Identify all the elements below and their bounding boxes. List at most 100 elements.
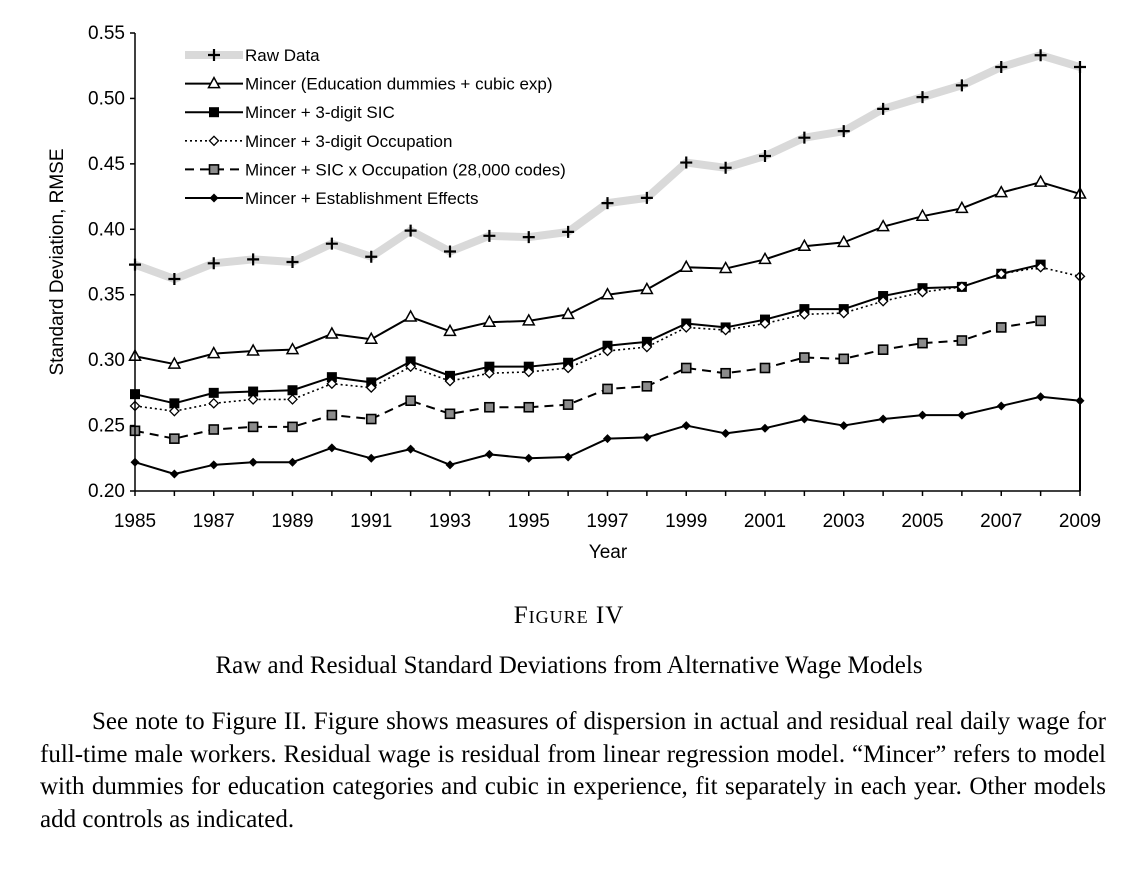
- data-point-1995: [524, 453, 534, 463]
- data-point-1996: [563, 452, 573, 462]
- legend-swatch-marker: [208, 49, 220, 61]
- data-point-2000: [719, 161, 732, 174]
- data-point-2003: [839, 421, 849, 431]
- data-point-1986: [169, 433, 180, 444]
- data-point-1992: [403, 309, 418, 322]
- data-point-1991: [364, 331, 379, 344]
- data-point-1999: [680, 362, 692, 374]
- data-point-2002: [799, 414, 809, 424]
- x-axis-label: Year: [589, 542, 628, 563]
- data-point-2002: [798, 308, 810, 320]
- legend-item-mincer-establishment-effects: Mincer + Establishment Effects: [185, 189, 479, 208]
- data-point-1997: [601, 197, 614, 210]
- series-raw-data: [129, 49, 1086, 286]
- x-tick-label: 1989: [271, 511, 313, 532]
- data-point-2004: [877, 344, 889, 355]
- data-point-1989: [285, 342, 300, 355]
- data-point-1994: [484, 361, 495, 372]
- data-point-1986: [169, 398, 180, 409]
- data-point-2008: [1035, 261, 1047, 273]
- data-point-2008: [1036, 392, 1046, 402]
- data-point-1991: [365, 413, 377, 425]
- data-point-2002: [799, 352, 810, 363]
- x-tick-label: 2009: [1059, 511, 1101, 532]
- x-tick-label: 2003: [823, 511, 865, 532]
- data-point-1996: [562, 399, 574, 410]
- data-point-1993: [443, 323, 457, 337]
- data-point-1995: [521, 313, 536, 326]
- data-point-2000: [721, 428, 731, 438]
- data-point-1999: [679, 259, 694, 272]
- data-point-2005: [918, 410, 927, 420]
- data-point-1997: [603, 434, 612, 444]
- data-point-2008: [1035, 315, 1046, 327]
- axis-layer: 0.20 0.25 0.30 0.35 0.40 0.45 0.50 0.55 1985 1987…: [88, 23, 1101, 532]
- data-point-1987: [206, 346, 221, 359]
- data-point-1993: [444, 408, 456, 420]
- data-point-1992: [405, 361, 417, 373]
- data-point-2003: [836, 234, 851, 248]
- data-point-1993: [444, 245, 456, 258]
- series-mincer-establishment-effects: [130, 392, 1085, 479]
- y-tick-label: 0.35: [88, 285, 125, 306]
- data-point-1990: [326, 409, 338, 421]
- data-point-1991: [365, 250, 378, 263]
- data-point-1987: [207, 257, 220, 270]
- data-point-1993: [445, 460, 455, 470]
- figure-note: See note to Figure II. Figure shows meas…: [40, 708, 1106, 833]
- legend-label: Mincer (Education dummies + cubic exp): [245, 75, 553, 94]
- data-point-1990: [326, 378, 338, 390]
- data-point-2005: [917, 337, 928, 349]
- data-point-1994: [483, 367, 495, 379]
- data-point-2008: [1033, 174, 1048, 187]
- data-point-2005: [915, 208, 930, 221]
- series-mincer-education-dummies-cubic-exp: [128, 174, 1087, 369]
- data-point-1992: [404, 224, 417, 237]
- data-point-1998: [641, 381, 653, 392]
- data-point-2007: [996, 401, 1006, 411]
- legend-swatch-marker: [209, 107, 219, 118]
- data-point-2004: [876, 219, 890, 232]
- data-point-1988: [247, 393, 259, 405]
- data-point-1997: [600, 287, 615, 300]
- data-point-1990: [325, 326, 339, 339]
- data-point-2004: [877, 295, 889, 307]
- data-point-2004: [877, 102, 890, 115]
- figure-label: Figure IV: [513, 602, 625, 629]
- legend: Raw Data Mincer (Education dummies + cubi…: [185, 46, 566, 208]
- x-tick-label: 1987: [193, 511, 235, 532]
- data-point-1989: [287, 385, 298, 396]
- series-line: [134, 319, 1041, 440]
- data-point-1994: [482, 314, 497, 327]
- data-point-1991: [366, 453, 376, 463]
- legend-item-raw-data: Raw Data: [185, 46, 320, 65]
- data-point-2006: [956, 281, 968, 293]
- data-point-1996: [562, 225, 575, 238]
- data-point-2006: [956, 335, 968, 346]
- data-point-1990: [325, 237, 338, 250]
- legend-item-mincer-3-digit-sic: Mincer + 3-digit SIC: [185, 103, 395, 122]
- x-tick-label: 1985: [114, 511, 156, 532]
- data-point-2001: [759, 318, 771, 329]
- data-point-2001: [759, 150, 771, 163]
- y-tick-label: 0.25: [88, 416, 125, 437]
- data-point-1992: [405, 395, 416, 407]
- legend-label: Mincer + SIC x Occupation (28,000 codes): [245, 160, 566, 179]
- data-point-1989: [287, 421, 298, 433]
- legend-item-mincer-3-digit-occupation: Mincer + 3-digit Occupation: [185, 132, 452, 151]
- x-tick-label: 1995: [508, 511, 550, 532]
- data-point-1987: [208, 387, 219, 398]
- data-point-1987: [208, 397, 220, 409]
- data-point-2003: [838, 307, 850, 319]
- legend-swatch-marker: [207, 76, 221, 89]
- series-line: [134, 263, 1041, 405]
- data-point-1988: [248, 386, 259, 397]
- data-point-1997: [602, 383, 613, 395]
- x-tick-label: 1999: [665, 511, 707, 532]
- data-point-1986: [167, 356, 182, 369]
- data-point-2003: [838, 353, 850, 365]
- data-point-1988: [248, 457, 258, 467]
- data-point-1988: [247, 421, 259, 433]
- legend-swatch-marker: [208, 135, 220, 147]
- data-point-1988: [247, 253, 260, 266]
